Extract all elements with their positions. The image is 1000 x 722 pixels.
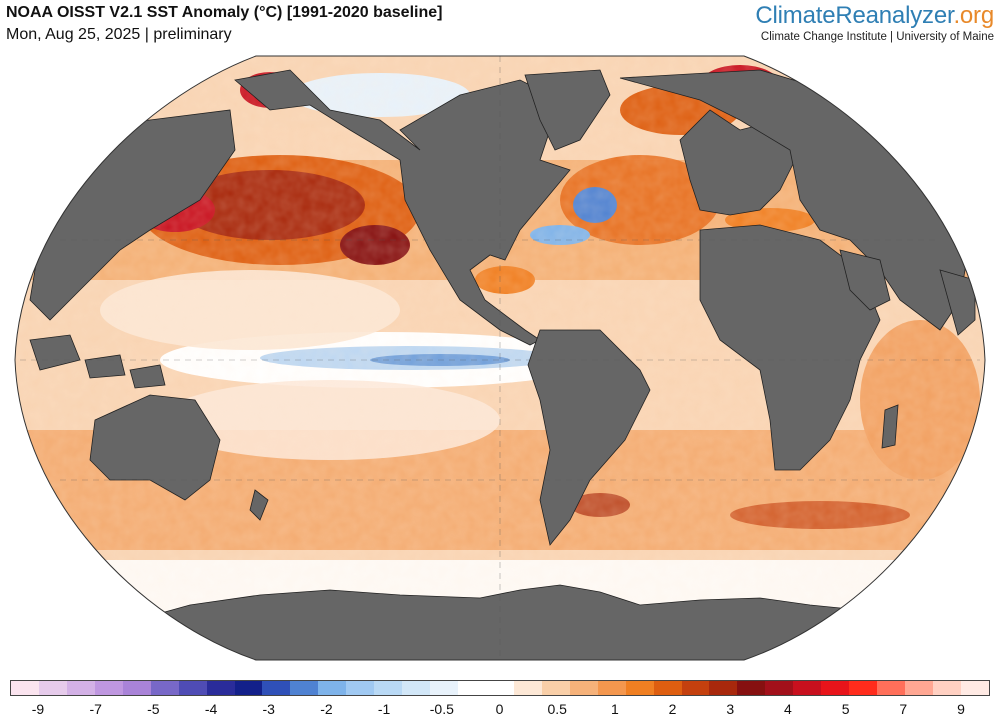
brand-block: ClimateReanalyzer.org Climate Change Ins… — [755, 2, 994, 43]
legend-swatch — [122, 681, 151, 695]
legend-tick-label: -9 — [31, 701, 45, 717]
legend-swatch — [821, 681, 850, 695]
legend-tick-label: 9 — [957, 701, 965, 717]
legend-swatch — [905, 681, 933, 695]
legend-swatch — [653, 681, 682, 695]
legend-swatch — [11, 681, 39, 695]
legend-tick-label: -1 — [377, 701, 391, 717]
legend-swatch — [681, 681, 710, 695]
north-america — [234, 69, 571, 346]
legend-swatch — [206, 681, 235, 695]
australia — [89, 394, 221, 501]
legend-swatch — [402, 681, 431, 695]
legend-tick-label: -3 — [262, 701, 275, 717]
legend-swatch — [877, 681, 905, 695]
legend-tick-label: 3 — [726, 701, 735, 717]
legend-tick-label: 5 — [841, 701, 850, 717]
color-legend-labels: -9 -7 -5 -4 -3 -2 -1 -0.5 0 0.5 1 2 3 4 5 7 9 — [0, 701, 1000, 719]
legend-swatch — [178, 681, 207, 695]
legend-swatch — [290, 681, 319, 695]
legend-swatch — [597, 681, 626, 695]
legend-swatch — [485, 681, 514, 695]
sst-anomaly-map — [14, 55, 986, 661]
legend-tick-label: -2 — [320, 701, 333, 717]
legend-tick-label: 0 — [495, 701, 504, 717]
arabia — [839, 249, 891, 311]
date-line: Mon, Aug 25, 2025 | preliminary — [6, 26, 232, 43]
color-legend-bar — [10, 680, 990, 696]
brand-logo[interactable]: ClimateReanalyzer.org — [755, 2, 994, 30]
legend-swatch — [513, 681, 542, 695]
legend-swatch — [458, 681, 486, 695]
legend-swatch — [430, 681, 458, 695]
legend-swatch — [346, 681, 375, 695]
legend-swatch — [66, 681, 95, 695]
legend-swatch — [709, 681, 738, 695]
legend-swatch — [262, 681, 291, 695]
legend-tick-label: 1 — [610, 701, 619, 717]
legend-swatch — [569, 681, 598, 695]
legend-tick-label: -0.5 — [429, 701, 454, 717]
africa — [699, 224, 881, 471]
legend-swatch — [793, 681, 822, 695]
brand-name-part2: .org — [953, 2, 994, 29]
map-outline — [14, 55, 986, 661]
legend-swatch — [374, 681, 403, 695]
legend-swatch — [932, 681, 961, 695]
map-title: NOAA OISST V2.1 SST Anomaly (°C) [1991-2… — [6, 4, 443, 21]
legend-tick-label: 4 — [784, 701, 792, 717]
legend-tick-label: 2 — [668, 701, 677, 717]
brand-subtitle: Climate Change Institute | University of… — [760, 31, 994, 43]
india — [939, 269, 976, 336]
legend-swatch — [765, 681, 794, 695]
legend-swatch — [849, 681, 878, 695]
legend-tick-label: -5 — [147, 701, 160, 717]
legend-tick-label: 0.5 — [547, 701, 567, 717]
south-america — [527, 329, 651, 546]
legend-tick-label: -7 — [89, 701, 102, 717]
legend-swatch — [960, 681, 989, 695]
legend-swatch — [541, 681, 570, 695]
legend-swatch — [94, 681, 123, 695]
brand-name-part1: ClimateReanalyzer — [755, 2, 954, 29]
legend-tick-label: -4 — [204, 701, 218, 717]
legend-swatch — [234, 681, 263, 695]
legend-swatch — [38, 681, 67, 695]
legend-swatch — [150, 681, 179, 695]
legend-swatch — [737, 681, 766, 695]
legend-swatch — [318, 681, 347, 695]
greenland — [524, 69, 611, 151]
legend-swatch — [625, 681, 654, 695]
legend-tick-label: 7 — [899, 701, 908, 717]
